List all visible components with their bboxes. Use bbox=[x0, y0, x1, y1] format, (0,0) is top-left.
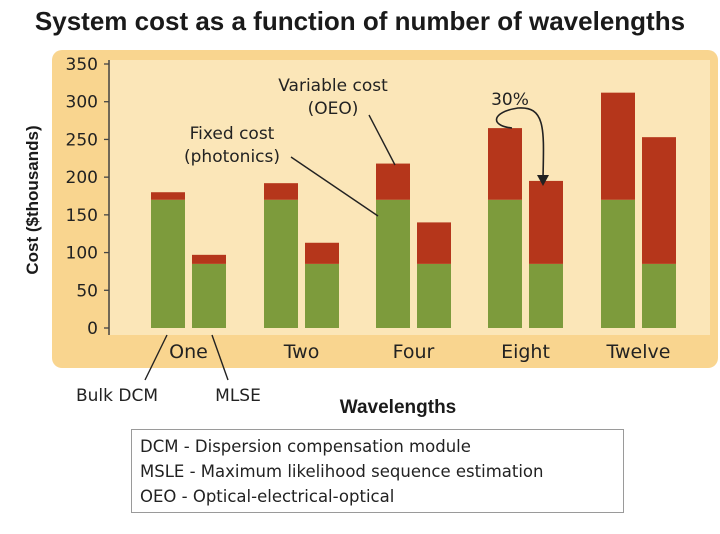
leader-line bbox=[290, 156, 379, 217]
bar-variable-twelve-dcm bbox=[601, 92, 635, 200]
legend-item-dcm: DCM - Dispersion compensation module bbox=[140, 437, 471, 456]
category-label-four: Four bbox=[393, 341, 435, 363]
leader-line bbox=[211, 334, 229, 381]
category-label-one: One bbox=[169, 341, 208, 363]
annotation-bulk-dcm: Bulk DCM bbox=[76, 386, 158, 406]
bar-variable-four-mlse bbox=[417, 222, 451, 264]
annotation-mlse: MLSE bbox=[215, 386, 261, 406]
bar-fixed-two-dcm bbox=[264, 199, 298, 328]
bar-variable-one-mlse bbox=[192, 254, 226, 264]
y-tick-label: 250 bbox=[66, 130, 98, 150]
category-label-two: Two bbox=[283, 341, 320, 363]
bar-fixed-two-mlse bbox=[305, 263, 339, 328]
y-tick-label: 50 bbox=[76, 281, 98, 301]
chart: System cost as a function of number of w… bbox=[23, 6, 718, 418]
y-axis-ticks: 0 50 100 150 200 250 300 350 bbox=[66, 55, 109, 339]
reduction-arrow bbox=[495, 107, 545, 179]
bar-variable-two-mlse bbox=[305, 242, 339, 264]
legend-item-msle: MSLE - Maximum likelihood sequence estim… bbox=[140, 462, 544, 481]
category-label-twelve: Twelve bbox=[606, 341, 671, 363]
annotations: Variable cost (OEO) Fixed cost (photonics) 3… bbox=[76, 76, 549, 406]
y-tick-label: 300 bbox=[66, 93, 98, 113]
bar-variable-eight-dcm bbox=[488, 128, 522, 200]
y-tick-label: 100 bbox=[66, 244, 98, 264]
y-tick-label: 0 bbox=[87, 319, 98, 339]
annotation-30-percent: 30% bbox=[491, 90, 529, 110]
bar-fixed-eight-dcm bbox=[488, 199, 522, 328]
category-label-eight: Eight bbox=[501, 341, 550, 363]
annotation-variable-cost: Variable cost (OEO) bbox=[278, 76, 388, 119]
bar-fixed-one-mlse bbox=[192, 263, 226, 328]
bar-variable-one-dcm bbox=[151, 192, 185, 200]
legend-item-oeo: OEO - Optical-electrical-optical bbox=[140, 487, 395, 506]
bar-variable-twelve-mlse bbox=[642, 137, 676, 264]
y-tick-label: 150 bbox=[66, 206, 98, 226]
bar-variable-four-dcm bbox=[376, 163, 410, 200]
chart-title: System cost as a function of number of w… bbox=[35, 6, 685, 36]
bar-fixed-eight-mlse bbox=[529, 263, 563, 328]
legend-box: DCM - Dispersion compensation module MSL… bbox=[131, 429, 624, 513]
bar-fixed-four-mlse bbox=[417, 263, 451, 328]
y-tick-label: 200 bbox=[66, 168, 98, 188]
bar-variable-eight-mlse bbox=[529, 180, 563, 264]
leader-line bbox=[144, 334, 168, 381]
y-axis-label: Cost ($thousands) bbox=[23, 125, 42, 274]
y-tick-label: 350 bbox=[66, 55, 98, 75]
leader-line bbox=[368, 114, 396, 166]
category-labels: One Two Four Eight Twelve bbox=[169, 341, 670, 363]
reduction-arrowhead bbox=[537, 175, 549, 186]
annotation-fixed-cost: Fixed cost (photonics) bbox=[184, 124, 280, 167]
x-axis-label: Wavelengths bbox=[340, 397, 457, 418]
bar-fixed-four-dcm bbox=[376, 199, 410, 328]
bar-fixed-twelve-dcm bbox=[601, 199, 635, 328]
bars bbox=[151, 92, 676, 328]
bar-fixed-one-dcm bbox=[151, 199, 185, 328]
bar-variable-two-dcm bbox=[264, 183, 298, 200]
bar-fixed-twelve-mlse bbox=[642, 263, 676, 328]
